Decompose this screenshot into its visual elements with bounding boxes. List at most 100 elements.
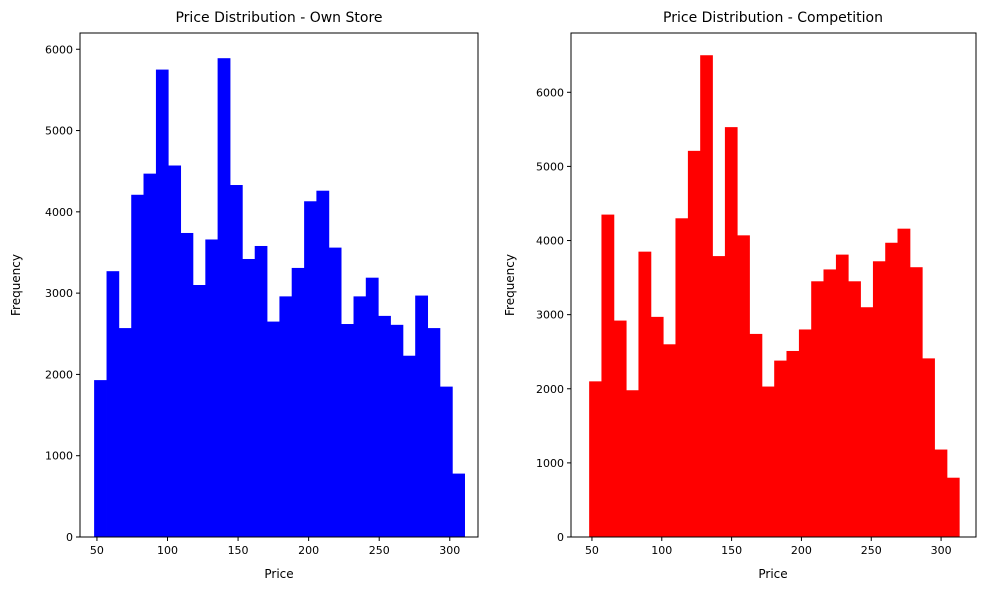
competition-bar-3 bbox=[626, 390, 639, 537]
own-store-x-tick-label-2: 150 bbox=[228, 544, 249, 557]
competition-bar-4 bbox=[638, 251, 652, 537]
own-store-bar-17 bbox=[304, 201, 317, 537]
own-store-bar-7 bbox=[180, 232, 194, 538]
own-store-axes-frame bbox=[79, 32, 479, 538]
own-store-x-tick-label-0: 50 bbox=[90, 544, 104, 557]
own-store-bars bbox=[94, 58, 465, 538]
competition-y-tick-label-1: 1000 bbox=[536, 457, 564, 470]
competition-chart-title: Price Distribution - Competition bbox=[663, 10, 883, 26]
competition-x-tick-label-2: 150 bbox=[721, 544, 742, 557]
own-store-bar-16 bbox=[291, 267, 305, 537]
competition-bar-20 bbox=[835, 254, 849, 538]
own-store-bar-9 bbox=[205, 239, 219, 537]
competition-y-axis-label: Frequency bbox=[503, 254, 517, 316]
own-store-bar-8 bbox=[192, 285, 206, 537]
competition-bar-14 bbox=[761, 386, 775, 537]
competition-x-tick-label-4: 250 bbox=[861, 544, 882, 557]
own-store-bar-23 bbox=[378, 315, 391, 537]
own-store-y-tick-label-1: 1000 bbox=[45, 450, 73, 463]
own-store-bar-4 bbox=[143, 173, 157, 537]
competition-bars bbox=[589, 55, 960, 538]
competition-bar-23 bbox=[872, 261, 886, 537]
own-store-y-ticks: 0 1000 2000 3000 4000 5000 6000 bbox=[45, 43, 80, 544]
own-store-bar-29 bbox=[452, 473, 465, 537]
own-store-bar-21 bbox=[353, 296, 367, 537]
own-store-x-tick-label-3: 200 bbox=[298, 544, 319, 557]
own-store-bar-10 bbox=[217, 58, 231, 537]
own-store-bar-24 bbox=[390, 324, 404, 537]
own-store-bar-19 bbox=[328, 247, 342, 537]
own-store-y-tick-label-3: 3000 bbox=[45, 287, 73, 300]
own-store-bar-18 bbox=[316, 190, 330, 537]
competition-bar-28 bbox=[934, 449, 948, 537]
competition-bar-26 bbox=[909, 267, 923, 537]
own-store-bar-15 bbox=[279, 296, 293, 537]
own-store-x-axis-label: Price bbox=[264, 567, 293, 581]
competition-bar-18 bbox=[811, 281, 824, 537]
own-store-bar-12 bbox=[242, 258, 256, 537]
competition-bar-19 bbox=[823, 269, 837, 537]
competition-bar-24 bbox=[885, 242, 898, 538]
competition-x-tick-label-0: 50 bbox=[585, 544, 599, 557]
own-store-bar-2 bbox=[118, 328, 132, 537]
own-store-bar-28 bbox=[439, 386, 453, 537]
own-store-y-tick-label-4: 4000 bbox=[45, 206, 73, 219]
competition-y-ticks: 0 1000 2000 3000 4000 5000 6000 bbox=[536, 86, 571, 544]
own-store-bar-27 bbox=[427, 328, 441, 537]
own-store-subplot: Price Distribution - Own Store 50 100 150 2… bbox=[9, 10, 479, 581]
competition-bar-22 bbox=[860, 307, 874, 537]
competition-x-tick-label-3: 200 bbox=[791, 544, 812, 557]
competition-bar-5 bbox=[650, 316, 664, 537]
own-store-y-tick-label-5: 5000 bbox=[45, 125, 73, 138]
own-store-bar-25 bbox=[402, 355, 416, 537]
competition-bar-6 bbox=[663, 344, 676, 537]
own-store-bar-20 bbox=[341, 324, 354, 537]
competition-bar-10 bbox=[712, 256, 726, 537]
competition-x-tick-label-5: 300 bbox=[931, 544, 952, 557]
own-store-bar-11 bbox=[230, 185, 243, 537]
competition-subplot: Price Distribution - Competition 50 100 15… bbox=[503, 10, 977, 581]
competition-bar-9 bbox=[700, 55, 713, 538]
competition-bar-15 bbox=[774, 360, 787, 537]
competition-x-axis-label: Price bbox=[758, 567, 787, 581]
own-store-bar-5 bbox=[155, 69, 169, 538]
own-store-bar-3 bbox=[131, 194, 144, 537]
own-store-bar-26 bbox=[415, 295, 429, 537]
own-store-x-ticks: 50 100 150 200 250 300 bbox=[90, 537, 460, 557]
own-store-x-tick-label-4: 250 bbox=[369, 544, 390, 557]
own-store-x-tick-label-1: 100 bbox=[157, 544, 178, 557]
own-store-y-tick-label-0: 0 bbox=[66, 531, 73, 544]
own-store-bar-0 bbox=[94, 380, 107, 537]
competition-y-tick-label-2: 2000 bbox=[536, 383, 564, 396]
competition-x-ticks: 50 100 150 200 250 300 bbox=[585, 537, 952, 557]
competition-y-tick-label-4: 4000 bbox=[536, 235, 564, 248]
competition-bar-27 bbox=[922, 358, 935, 537]
competition-bar-17 bbox=[798, 329, 812, 537]
competition-bar-13 bbox=[749, 333, 763, 537]
competition-bar-25 bbox=[897, 228, 911, 537]
competition-bar-7 bbox=[675, 218, 689, 537]
competition-bar-2 bbox=[613, 320, 627, 537]
own-store-bar-14 bbox=[267, 321, 280, 537]
competition-y-tick-label-0: 0 bbox=[557, 531, 564, 544]
own-store-bar-6 bbox=[168, 165, 182, 537]
own-store-y-axis-label: Frequency bbox=[9, 254, 23, 316]
own-store-bar-13 bbox=[254, 245, 268, 537]
competition-bar-21 bbox=[848, 281, 861, 537]
competition-bar-12 bbox=[737, 235, 750, 537]
own-store-bar-1 bbox=[106, 271, 120, 537]
competition-y-tick-label-3: 3000 bbox=[536, 309, 564, 322]
own-store-x-tick-label-5: 300 bbox=[439, 544, 460, 557]
competition-y-tick-label-5: 5000 bbox=[536, 160, 564, 173]
competition-bar-29 bbox=[946, 477, 960, 537]
competition-y-tick-label-6: 6000 bbox=[536, 86, 564, 99]
own-store-bar-22 bbox=[365, 277, 379, 537]
competition-axes-frame bbox=[570, 32, 977, 538]
own-store-y-tick-label-6: 6000 bbox=[45, 43, 73, 56]
competition-bar-11 bbox=[724, 127, 738, 538]
competition-x-tick-label-1: 100 bbox=[651, 544, 672, 557]
competition-bar-1 bbox=[601, 214, 615, 537]
own-store-chart-title: Price Distribution - Own Store bbox=[175, 10, 382, 26]
competition-bar-8 bbox=[687, 150, 701, 538]
